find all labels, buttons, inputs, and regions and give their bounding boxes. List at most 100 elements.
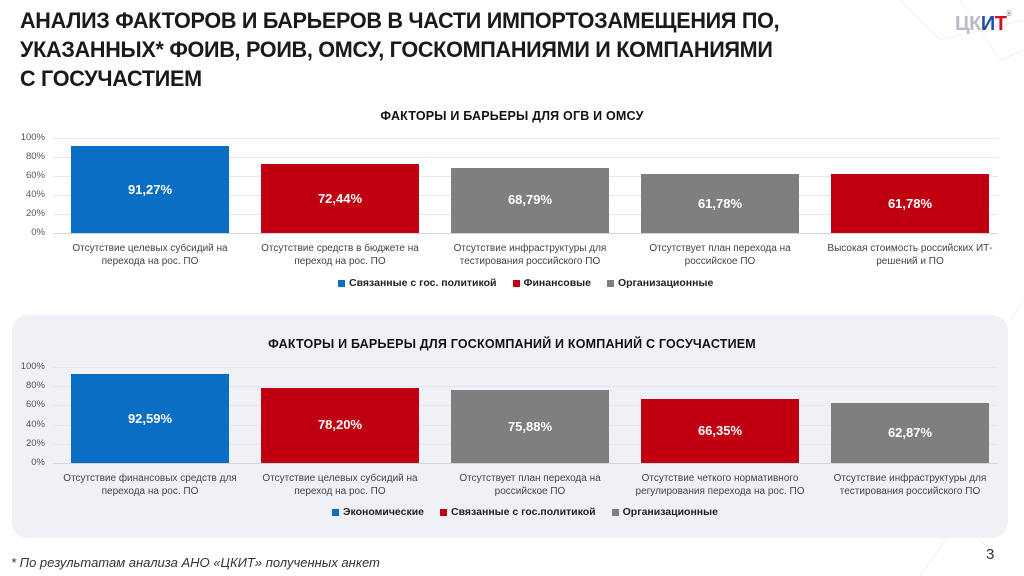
category-label-line: решений и ПО bbox=[876, 256, 944, 267]
legend-label: Экономические bbox=[343, 506, 425, 518]
y-axis-tick-label: 80% bbox=[25, 380, 45, 392]
category-label-line: Отсутствие четкого нормативного bbox=[641, 473, 799, 484]
category-label-line: Отсутствует план перехода на bbox=[649, 243, 791, 254]
bar-value-label: 75,88% bbox=[507, 418, 553, 434]
bar-value-label: 66,35% bbox=[697, 423, 743, 439]
chart-title: ФАКТОРЫ И БАРЬЕРЫ ДЛЯ ГОСКОМПАНИЙ И КОМП… bbox=[268, 337, 756, 351]
bar-value-label: 68,79% bbox=[507, 192, 553, 208]
legend-label: Организационные bbox=[622, 506, 718, 518]
y-axis-tick-label: 60% bbox=[25, 170, 45, 181]
legend-label: Связанные с гос. политикой bbox=[349, 277, 497, 289]
gridline bbox=[53, 463, 998, 464]
category-label-line: Высокая стоимость российских ИТ- bbox=[827, 243, 993, 254]
legend-item: Связанные с гос.политикой bbox=[440, 506, 596, 518]
category-label-line: Отсутствие инфраструктуры для bbox=[833, 473, 987, 484]
category-label-line: регулирования перехода на рос. ПО bbox=[635, 486, 805, 497]
bar: 91,27% bbox=[71, 146, 229, 233]
y-axis-tick-label: 20% bbox=[25, 208, 45, 219]
legend-item: Экономические bbox=[332, 506, 424, 518]
y-axis-tick-label: 100% bbox=[20, 361, 45, 372]
gridline bbox=[53, 386, 998, 387]
legend-swatch-icon bbox=[440, 508, 448, 516]
y-axis-tick-label: 100% bbox=[20, 132, 45, 143]
legend-swatch-icon bbox=[512, 279, 520, 287]
title-line-1: АНАЛИЗ ФАКТОРОВ И БАРЬЕРОВ В ЧАСТИ ИМПОР… bbox=[20, 8, 780, 33]
page-title: АНАЛИЗ ФАКТОРОВ И БАРЬЕРОВ В ЧАСТИ ИМПОР… bbox=[20, 6, 865, 93]
category-label-line: переход на рос. ПО bbox=[294, 256, 386, 267]
category-label: Отсутствие целевых субсидий на переход на… bbox=[245, 472, 435, 498]
y-axis-tick-label: 60% bbox=[25, 399, 45, 411]
bar-value-label: 91,27% bbox=[127, 181, 173, 197]
legend-swatch-icon bbox=[606, 279, 614, 287]
bar-value-label: 92,59% bbox=[127, 410, 173, 426]
bar: 92,59% bbox=[71, 374, 229, 463]
bar-value-label: 72,44% bbox=[317, 190, 363, 206]
chart-legend: Экономические Связанные с гос.политикой Ор… bbox=[332, 506, 718, 518]
legend-swatch-icon bbox=[338, 279, 345, 287]
bar: 61,78% bbox=[641, 174, 799, 233]
y-axis-tick-label: 80% bbox=[25, 151, 45, 162]
legend-item: Финансовые bbox=[512, 277, 591, 289]
bar-value-label: 62,87% bbox=[887, 424, 933, 440]
gridline bbox=[53, 233, 998, 234]
logo-part-3: Т bbox=[994, 13, 1007, 35]
category-label-line: российское ПО bbox=[494, 486, 566, 497]
category-label-line: российское ПО bbox=[684, 256, 756, 267]
y-axis-tick-label: 20% bbox=[25, 437, 45, 449]
title-line-3: С ГОСУЧАСТИЕМ bbox=[20, 66, 202, 91]
legend-item: Связанные с гос. политикой bbox=[338, 277, 497, 289]
y-axis-tick-label: 40% bbox=[25, 189, 45, 200]
category-label-line: Отсутствие целевых субсидий на bbox=[262, 473, 418, 484]
category-label-line: тестирования российского ПО bbox=[459, 256, 601, 267]
chart-title: ФАКТОРЫ И БАРЬЕРЫ ДЛЯ ОГВ И ОМСУ bbox=[380, 109, 644, 123]
category-label: Отсутствие средств в бюджете на переход н… bbox=[245, 242, 435, 268]
category-label: Высокая стоимость российских ИТ-решений … bbox=[815, 242, 1005, 268]
ckit-logo: ЦКИТ® bbox=[955, 11, 1012, 36]
category-label-line: Отсутствие средств в бюджете на bbox=[261, 243, 419, 254]
category-label: Отсутствие целевых субсидий на перехода н… bbox=[55, 242, 245, 268]
logo-registered-mark: ® bbox=[1006, 11, 1012, 18]
legend-label: Связанные с гос.политикой bbox=[451, 506, 596, 518]
category-label: Отсутствует план перехода на российское П… bbox=[625, 242, 815, 268]
bar: 72,44% bbox=[261, 164, 419, 233]
bar: 66,35% bbox=[641, 399, 799, 463]
legend-swatch-icon bbox=[611, 508, 619, 516]
bar-value-label: 61,78% bbox=[887, 195, 933, 211]
logo-part-2: И bbox=[980, 13, 995, 35]
category-label: Отсутствие финансовых средств для переход… bbox=[55, 472, 245, 498]
category-label-line: переход на рос. ПО bbox=[294, 486, 386, 497]
bar: 68,79% bbox=[451, 167, 609, 233]
category-label-line: Отсутствие финансовых средств для bbox=[63, 473, 237, 484]
category-label: Отсутствие инфраструктуры для тестировани… bbox=[815, 472, 1005, 498]
legend-item: Организационные bbox=[611, 506, 718, 518]
footnote: * По результатам анализа АНО «ЦКИТ» полу… bbox=[11, 555, 380, 570]
category-label: Отсутствие инфраструктуры для тестировани… bbox=[435, 242, 625, 268]
category-label-line: перехода на рос. ПО bbox=[101, 486, 199, 497]
y-axis-tick-label: 0% bbox=[31, 457, 45, 468]
category-label: Отсутствие четкого нормативного регулиров… bbox=[625, 472, 815, 498]
category-label: Отсутствует план перехода на российское П… bbox=[435, 472, 625, 498]
bar: 75,88% bbox=[451, 390, 609, 463]
bar: 62,87% bbox=[831, 402, 989, 463]
gridline bbox=[53, 138, 998, 139]
bar: 61,78% bbox=[831, 174, 989, 233]
bar-value-label: 78,20% bbox=[317, 417, 363, 433]
legend-swatch-icon bbox=[332, 508, 339, 516]
category-label-line: тестирования российского ПО bbox=[839, 486, 981, 497]
category-label-line: Отсутствие инфраструктуры для bbox=[453, 243, 607, 254]
page-number: 3 bbox=[986, 546, 995, 563]
chart-ogv-omsu: ФАКТОРЫ И БАРЬЕРЫ ДЛЯ ОГВ И ОМСУ 100% 80%… bbox=[20, 109, 1005, 289]
bar-value-label: 61,78% bbox=[697, 195, 743, 211]
title-line-2: УКАЗАННЫХ* ФОИВ, РОИВ, ОМСУ, ГОСКОМПАНИЯ… bbox=[20, 37, 773, 62]
category-label-line: Отсутствие целевых субсидий на bbox=[72, 243, 228, 254]
logo-part-1: ЦК bbox=[955, 13, 981, 35]
legend-item: Организационные bbox=[606, 277, 714, 289]
chart-legend: Связанные с гос. политикой Финансовые Орга… bbox=[338, 277, 713, 289]
gridline bbox=[53, 157, 998, 158]
gridline bbox=[53, 367, 998, 368]
bar: 78,20% bbox=[261, 387, 419, 463]
legend-label: Финансовые bbox=[523, 277, 591, 289]
legend-label: Организационные bbox=[617, 277, 714, 289]
y-axis-tick-label: 40% bbox=[25, 418, 45, 430]
